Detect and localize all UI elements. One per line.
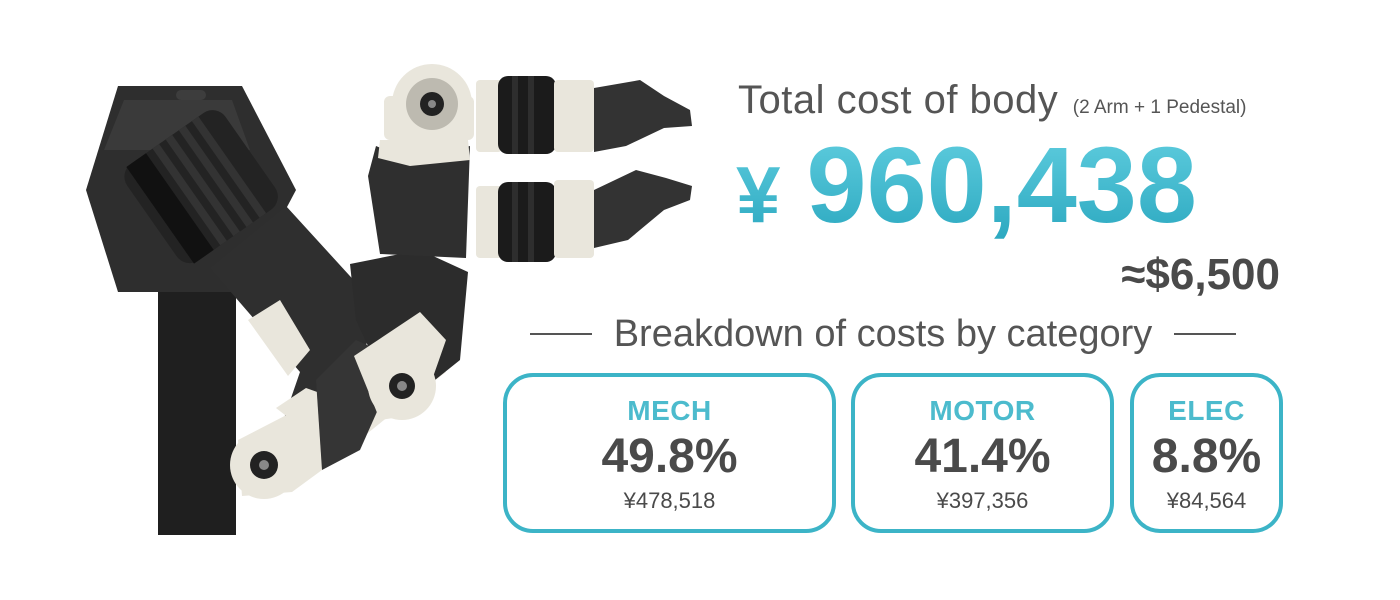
robot-arm-illustration xyxy=(86,64,692,535)
category-card-elec: ELEC 8.8% ¥84,564 xyxy=(1130,373,1283,533)
category-amount: ¥478,518 xyxy=(623,488,716,513)
divider-left xyxy=(529,333,592,335)
category-card-mech: MECH 49.8% ¥478,518 xyxy=(503,373,836,533)
breakdown-label: Breakdown of costs by category xyxy=(613,312,1153,355)
currency-symbol: ¥ xyxy=(736,150,781,239)
shoulder-motor xyxy=(124,110,278,264)
page-title: Total cost of body xyxy=(738,78,1059,122)
category-amount: ¥84,564 xyxy=(1166,488,1247,513)
category-name: MOTOR xyxy=(929,395,1036,426)
category-name: ELEC xyxy=(1168,395,1245,426)
pedestal-post xyxy=(158,280,236,535)
category-percent: 8.8% xyxy=(1151,430,1262,483)
category-name: MECH xyxy=(627,395,712,426)
category-percent: 49.8% xyxy=(601,430,738,483)
finger-motor-lower xyxy=(476,170,692,262)
finger-motor-upper xyxy=(476,76,692,154)
category-percent: 41.4% xyxy=(914,430,1051,483)
category-amount: ¥397,356 xyxy=(936,488,1029,513)
breakdown-heading: Breakdown of costs by category xyxy=(510,306,1256,362)
total-amount: 960,438 xyxy=(806,124,1197,245)
wrist-block xyxy=(368,146,470,258)
usd-equivalent: ≈$6,500 xyxy=(1121,250,1280,299)
title-row: Total cost of body (2 Arm + 1 Pedestal) xyxy=(738,78,1246,123)
page-subtitle: (2 Arm + 1 Pedestal) xyxy=(1072,97,1247,118)
total-cost: ¥ 960,438 xyxy=(736,125,1286,245)
category-card-motor: MOTOR 41.4% ¥397,356 xyxy=(851,373,1114,533)
divider-right xyxy=(1174,333,1237,335)
